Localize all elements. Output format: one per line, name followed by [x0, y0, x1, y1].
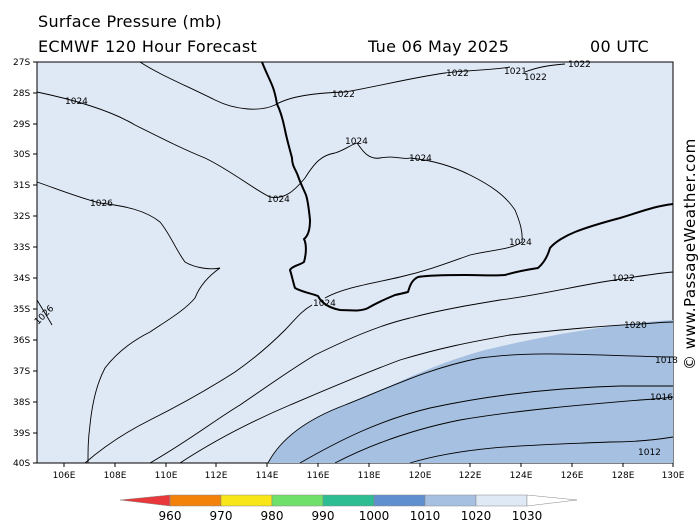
colorbar-segment-4 [322, 494, 375, 507]
coastline [261, 61, 674, 312]
lat-label: 33S [13, 243, 30, 253]
isobar-1026 [36, 181, 221, 464]
lat-label: 29S [13, 120, 30, 130]
lon-label: 130E [662, 471, 685, 481]
lon-label: 124E [510, 471, 533, 481]
contour-label: 1020 [624, 321, 647, 331]
contour-label: 1018 [655, 356, 678, 366]
isobar-1022-ne [524, 63, 566, 73]
contour-label: 1022 [446, 69, 469, 79]
colorbar-segment-2 [220, 494, 273, 507]
lat-label: 37S [13, 367, 30, 377]
lon-label: 114E [256, 471, 279, 481]
lon-label: 110E [155, 471, 178, 481]
colorbar-segment-5 [373, 494, 426, 507]
longitude-axis: 106E 108E 110E 112E 114E 116E 118E 120E … [53, 463, 685, 481]
legend-label: 1010 [410, 509, 441, 523]
latitude-axis: 27S 28S 29S 30S 31S 32S 33S 34S 35S 36S … [13, 58, 37, 469]
lat-label: 36S [13, 336, 30, 346]
isobar-1020 [179, 321, 674, 464]
contour-label: 1022 [524, 73, 547, 83]
lat-label: 30S [13, 150, 30, 160]
contour-label: 1024 [267, 195, 290, 205]
contour-label: 1012 [638, 448, 661, 458]
contour-label: 1024 [313, 299, 336, 309]
lon-label: 128E [612, 471, 635, 481]
legend-label: 960 [159, 509, 182, 523]
pressure-colorbar: 960 970 980 990 1000 1010 1020 1030 [119, 494, 578, 523]
legend-label: 1020 [461, 509, 492, 523]
lat-label: 40S [13, 459, 30, 469]
lat-label: 39S [13, 429, 30, 439]
contour-label: 1024 [65, 97, 88, 107]
lat-label: 38S [13, 398, 30, 408]
isobar-1012 [409, 436, 674, 464]
isobars [36, 61, 674, 464]
lon-label: 116E [307, 471, 330, 481]
lon-label: 112E [205, 471, 228, 481]
isobar-1018 [267, 353, 674, 464]
colorbar-segment-3 [271, 494, 324, 507]
contour-label: 1022 [612, 274, 635, 284]
isobar-1026-west [36, 299, 53, 326]
lon-label: 106E [53, 471, 76, 481]
forecast-model: ECMWF 120 Hour Forecast [38, 37, 258, 56]
forecast-time: 00 UTC [590, 37, 649, 56]
isobar-1022-north [139, 61, 511, 110]
lon-label: 122E [459, 471, 482, 481]
lon-label: 120E [409, 471, 432, 481]
colorbar-segment-8 [526, 494, 578, 507]
contour-label: 1016 [650, 393, 673, 403]
lat-label: 32S [13, 212, 30, 222]
colorbar-segment-0 [119, 494, 171, 507]
lon-label: 126E [561, 471, 584, 481]
lat-label: 27S [13, 58, 30, 68]
isobar-1016 [299, 385, 673, 464]
contour-label: 1021 [504, 67, 527, 77]
forecast-date: Tue 06 May 2025 [368, 37, 510, 56]
low-pressure-region [268, 320, 673, 463]
lon-label: 118E [358, 471, 381, 481]
contour-label: 1022 [568, 60, 591, 70]
legend-label: 990 [312, 509, 335, 523]
isobar-1014 [334, 396, 674, 464]
lat-label: 28S [13, 89, 30, 99]
isobar-1024-south [84, 304, 313, 464]
legend-label: 970 [210, 509, 233, 523]
isobar-1024-north [36, 91, 523, 299]
colorbar-segment-1 [169, 494, 222, 507]
lon-label: 108E [104, 471, 127, 481]
colorbar-segment-6 [424, 494, 477, 507]
map-title: Surface Pressure (mb) [38, 12, 222, 31]
isobar-1022-south [149, 271, 674, 464]
contour-label: 1026 [90, 199, 113, 209]
colorbar-segment-7 [475, 494, 528, 507]
contour-label: 1022 [332, 90, 355, 100]
contour-label: 1024 [509, 238, 532, 248]
legend-label: 980 [261, 509, 284, 523]
contour-label: 1024 [345, 137, 368, 147]
contour-label: 1024 [409, 154, 432, 164]
legend-label: 1000 [359, 509, 390, 523]
legend-label: 1030 [512, 509, 543, 523]
lat-label: 34S [13, 274, 30, 284]
lat-label: 35S [13, 305, 30, 315]
lat-label: 31S [13, 181, 30, 191]
